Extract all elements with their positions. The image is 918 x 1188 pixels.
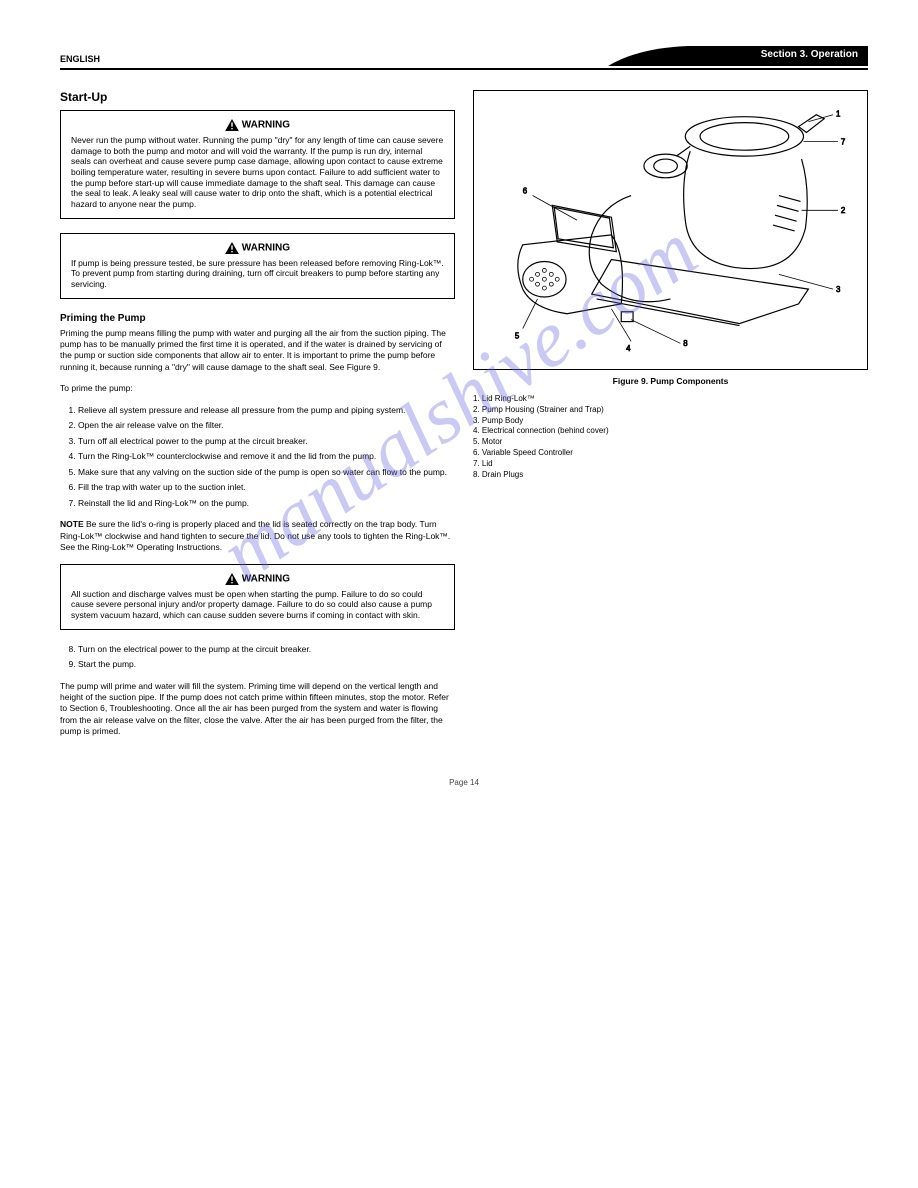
warning-icon xyxy=(225,119,239,131)
label-5: 5 xyxy=(515,331,520,340)
right-column: 1 7 2 3 8 4 5 6 Figure 9. Pump Component… xyxy=(473,90,868,748)
warning-3-text: All suction and discharge valves must be… xyxy=(71,589,444,621)
priming-title: Priming the Pump xyxy=(60,313,455,324)
label-1: 1 xyxy=(836,110,840,119)
label-4: 4 xyxy=(626,344,631,353)
label-3: 3 xyxy=(836,285,841,294)
step-4: Turn the Ring-Lok™ counterclockwise and … xyxy=(78,451,455,462)
startup-title: Start-Up xyxy=(60,90,455,104)
header-language: ENGLISH xyxy=(60,54,100,64)
warning-1-header: WARNING xyxy=(71,119,444,132)
remaining-steps: Turn on the electrical power to the pump… xyxy=(60,644,455,671)
warning-3-header: WARNING xyxy=(71,573,444,586)
step-5: Make sure that any valving on the suctio… xyxy=(78,467,455,478)
warning-icon xyxy=(225,573,239,585)
warning-box-1: WARNING Never run the pump without water… xyxy=(60,110,455,219)
label-6: 6 xyxy=(523,187,528,196)
warning-box-3: WARNING All suction and discharge valves… xyxy=(60,564,455,630)
legend-6: 6. Variable Speed Controller xyxy=(473,448,868,459)
legend-1: 1. Lid Ring-Lok™ xyxy=(473,394,868,405)
final-paragraph: The pump will prime and water will fill … xyxy=(60,681,455,738)
warning-2-label: WARNING xyxy=(242,242,290,253)
step-7: Reinstall the lid and Ring-Lok™ on the p… xyxy=(78,498,455,509)
warning-1-text: Never run the pump without water. Runnin… xyxy=(71,135,444,209)
note-text: Be sure the lid's o-ring is properly pla… xyxy=(60,519,450,552)
legend-4: 4. Electrical connection (behind cover) xyxy=(473,426,868,437)
legend-2: 2. Pump Housing (Strainer and Trap) xyxy=(473,405,868,416)
warning-box-2: WARNING If pump is being pressure tested… xyxy=(60,233,455,299)
legend-8: 8. Drain Plugs xyxy=(473,470,868,481)
header-section-wrap: Section 3. Operation xyxy=(608,40,868,64)
page-header: ENGLISH Section 3. Operation xyxy=(60,40,868,70)
step-1: Relieve all system pressure and release … xyxy=(78,405,455,416)
step-6: Fill the trap with water up to the sucti… xyxy=(78,482,455,493)
warning-3-label: WARNING xyxy=(242,573,290,584)
priming-intro: Priming the pump means filling the pump … xyxy=(60,328,455,374)
priming-steps: Relieve all system pressure and release … xyxy=(60,405,455,509)
pump-diagram: 1 7 2 3 8 4 5 6 xyxy=(480,97,861,363)
step-8: Turn on the electrical power to the pump… xyxy=(78,644,455,655)
header-section-title: Section 3. Operation xyxy=(761,49,858,60)
legend-5: 5. Motor xyxy=(473,437,868,448)
note-block: NOTE Be sure the lid's o-ring is properl… xyxy=(60,519,455,553)
figure-legend: 1. Lid Ring-Lok™ 2. Pump Housing (Strain… xyxy=(473,394,868,480)
warning-2-text: If pump is being pressure tested, be sur… xyxy=(71,258,444,290)
priming-steps-intro: To prime the pump: xyxy=(60,383,455,394)
note-label: NOTE xyxy=(60,519,84,529)
label-7: 7 xyxy=(841,137,845,146)
step-2: Open the air release valve on the filter… xyxy=(78,420,455,431)
label-2: 2 xyxy=(841,206,845,215)
warning-1-label: WARNING xyxy=(242,120,290,131)
step-3: Turn off all electrical power to the pum… xyxy=(78,436,455,447)
label-8: 8 xyxy=(683,339,688,348)
left-column: Start-Up WARNING Never run the pump with… xyxy=(60,90,455,748)
figure-caption: Figure 9. Pump Components xyxy=(473,376,868,386)
warning-icon xyxy=(225,242,239,254)
legend-7: 7. Lid xyxy=(473,459,868,470)
warning-2-header: WARNING xyxy=(71,242,444,255)
figure-9-box: 1 7 2 3 8 4 5 6 xyxy=(473,90,868,370)
step-9: Start the pump. xyxy=(78,659,455,670)
page-footer: Page 14 xyxy=(60,778,868,787)
legend-3: 3. Pump Body xyxy=(473,416,868,427)
